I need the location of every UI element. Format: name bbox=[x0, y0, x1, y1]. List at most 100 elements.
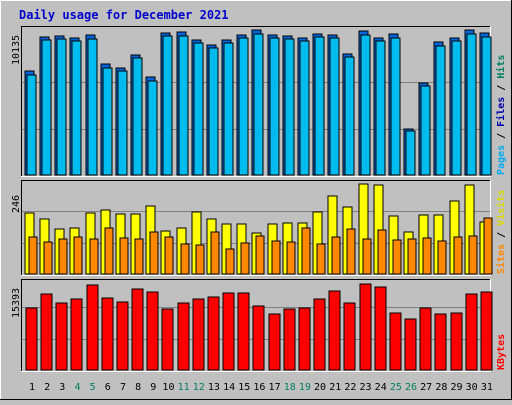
panel-bottom-bar-kbytes-day-21 bbox=[328, 290, 341, 371]
panel-top-bar-files-day-17 bbox=[269, 37, 280, 176]
panel-middle-bar-sites-day-19 bbox=[301, 227, 311, 275]
panel-top-bar-files-day-3 bbox=[56, 38, 67, 176]
panel-bottom-bar-kbytes-day-24 bbox=[374, 286, 387, 371]
panel-top-bar-files-day-6 bbox=[102, 67, 113, 176]
x-tick-label-day-23: 23 bbox=[360, 382, 372, 393]
panel-bottom-bar-kbytes-day-22 bbox=[343, 302, 356, 371]
panel-bottom-bar-kbytes-day-26 bbox=[404, 318, 417, 371]
panel-top-bar-files-day-19 bbox=[299, 40, 310, 176]
panel-top-max-label: 10135 bbox=[11, 35, 22, 65]
x-tick-label-day-28: 28 bbox=[435, 382, 447, 393]
x-tick-label-day-12: 12 bbox=[193, 382, 205, 393]
x-tick-label-day-3: 3 bbox=[59, 382, 65, 393]
panel-bottom-bar-kbytes-day-3 bbox=[55, 302, 68, 371]
panel-top-legend-hits: Hits bbox=[495, 55, 507, 79]
panel-top-bar-files-day-23 bbox=[360, 34, 371, 176]
panel-middle-bar-sites-day-23 bbox=[362, 238, 372, 275]
panel-middle-bar-sites-day-21 bbox=[331, 236, 341, 275]
panel-middle-legend-visits: Visits bbox=[495, 190, 507, 226]
panel-middle-bar-sites-day-27 bbox=[422, 237, 432, 275]
panel-bottom-bar-kbytes-day-14 bbox=[222, 292, 235, 371]
panel-middle-bar-sites-day-1 bbox=[28, 236, 38, 275]
x-tick-label-day-15: 15 bbox=[238, 382, 250, 393]
panel-top-legend-separator-2: / bbox=[496, 79, 507, 97]
panel-bottom-bar-kbytes-day-18 bbox=[283, 308, 296, 371]
panel-bottom-bar-kbytes-day-13 bbox=[207, 296, 220, 371]
x-tick-label-day-26: 26 bbox=[405, 382, 417, 393]
panel-bottom-bar-kbytes-day-11 bbox=[177, 302, 190, 371]
x-tick-label-day-11: 11 bbox=[178, 382, 190, 393]
panel-bottom-bar-kbytes-day-23 bbox=[359, 283, 372, 371]
panel-top-bar-files-day-13 bbox=[208, 47, 219, 176]
panel-bottom-bar-kbytes-day-20 bbox=[313, 298, 326, 371]
x-tick-label-day-18: 18 bbox=[284, 382, 296, 393]
x-tick-label-day-9: 9 bbox=[150, 382, 156, 393]
panel-middle-bar-sites-day-8 bbox=[134, 238, 144, 275]
x-tick-label-day-21: 21 bbox=[329, 382, 341, 393]
chart-title: Daily usage for December 2021 bbox=[19, 8, 229, 22]
x-tick-label-day-8: 8 bbox=[135, 382, 141, 393]
panel-bottom-bar-kbytes-day-31 bbox=[480, 291, 493, 371]
panel-bottom-bar-kbytes-day-2 bbox=[40, 293, 53, 371]
panel-bottom-bar-kbytes-day-8 bbox=[131, 288, 144, 371]
panel-bottom-bar-kbytes-day-27 bbox=[419, 307, 432, 371]
x-tick-label-day-1: 1 bbox=[29, 382, 35, 393]
x-tick-label-day-5: 5 bbox=[90, 382, 96, 393]
panel-top-bar-files-day-11 bbox=[178, 35, 189, 176]
x-tick-label-day-17: 17 bbox=[269, 382, 281, 393]
panel-top-bar-files-day-14 bbox=[223, 42, 234, 176]
panel-middle-bar-sites-day-2 bbox=[43, 241, 53, 275]
panel-middle-bar-sites-day-7 bbox=[119, 237, 129, 275]
panel-middle-max-label: 246 bbox=[11, 195, 22, 213]
x-tick-label-day-4: 4 bbox=[74, 382, 80, 393]
panel-middle-bar-sites-day-13 bbox=[210, 231, 220, 275]
panel-top-bar-files-day-2 bbox=[41, 39, 52, 176]
panel-top-bar-files-day-27 bbox=[420, 85, 431, 176]
panel-top-bar-files-day-12 bbox=[193, 42, 204, 176]
panel-bottom-legend-label: KBytes bbox=[496, 334, 507, 370]
panel-top-bar-files-day-31 bbox=[481, 36, 492, 176]
panel-middle-bar-sites-day-14 bbox=[225, 248, 235, 275]
panel-top-bar-files-day-15 bbox=[238, 37, 249, 176]
panel-top-bar-files-day-10 bbox=[162, 35, 173, 176]
panel-top-bar-files-day-29 bbox=[451, 40, 462, 176]
panel-bottom-bar-kbytes-day-9 bbox=[146, 291, 159, 371]
panel-bottom-bar-kbytes-day-6 bbox=[101, 297, 114, 371]
panel-middle-bar-sites-day-20 bbox=[316, 243, 326, 275]
panel-middle-bar-sites-day-10 bbox=[164, 236, 174, 275]
panel-bottom-bar-kbytes-day-28 bbox=[434, 313, 447, 371]
panel-middle-legend-separator-1: / bbox=[496, 226, 507, 244]
panel-top-bar-files-day-18 bbox=[284, 38, 295, 176]
panel-top-bar-files-day-30 bbox=[466, 33, 477, 176]
panel-middle-bar-sites-day-31 bbox=[483, 217, 493, 275]
panel-middle-bar-sites-day-18 bbox=[286, 241, 296, 275]
panel-middle-bar-sites-day-25 bbox=[392, 239, 402, 275]
panel-top-bar-files-day-7 bbox=[117, 70, 128, 176]
x-tick-label-day-6: 6 bbox=[105, 382, 111, 393]
panel-top-bar-files-day-24 bbox=[375, 40, 386, 176]
panel-bottom-bar-kbytes-day-4 bbox=[70, 298, 83, 371]
panel-top-bar-files-day-21 bbox=[329, 37, 340, 176]
panel-middle-bar-sites-day-11 bbox=[180, 243, 190, 275]
panel-top-bar-files-day-8 bbox=[132, 57, 143, 176]
panel-middle-bar-sites-day-30 bbox=[468, 235, 478, 275]
x-tick-label-day-29: 29 bbox=[450, 382, 462, 393]
x-tick-label-day-20: 20 bbox=[314, 382, 326, 393]
x-tick-label-day-19: 19 bbox=[299, 382, 311, 393]
panel-bottom-bar-kbytes-day-17 bbox=[268, 313, 281, 371]
panel-top-bar-files-day-25 bbox=[390, 37, 401, 176]
panel-top-bar-files-day-22 bbox=[344, 56, 355, 176]
x-tick-label-day-30: 30 bbox=[466, 382, 478, 393]
panel-middle-bar-sites-day-6 bbox=[104, 227, 114, 275]
x-tick-label-day-13: 13 bbox=[208, 382, 220, 393]
x-tick-label-day-16: 16 bbox=[253, 382, 265, 393]
panel-bottom-bar-kbytes-day-1 bbox=[25, 307, 38, 371]
panel-middle-bar-sites-day-5 bbox=[89, 238, 99, 275]
x-tick-label-day-10: 10 bbox=[162, 382, 174, 393]
panel-middle-bar-sites-day-28 bbox=[437, 240, 447, 275]
panel-bottom-bar-kbytes-day-10 bbox=[161, 308, 174, 371]
x-tick-label-day-31: 31 bbox=[481, 382, 493, 393]
panel-top-bar-files-day-9 bbox=[147, 80, 158, 176]
panel-middle-bar-sites-day-15 bbox=[240, 242, 250, 275]
